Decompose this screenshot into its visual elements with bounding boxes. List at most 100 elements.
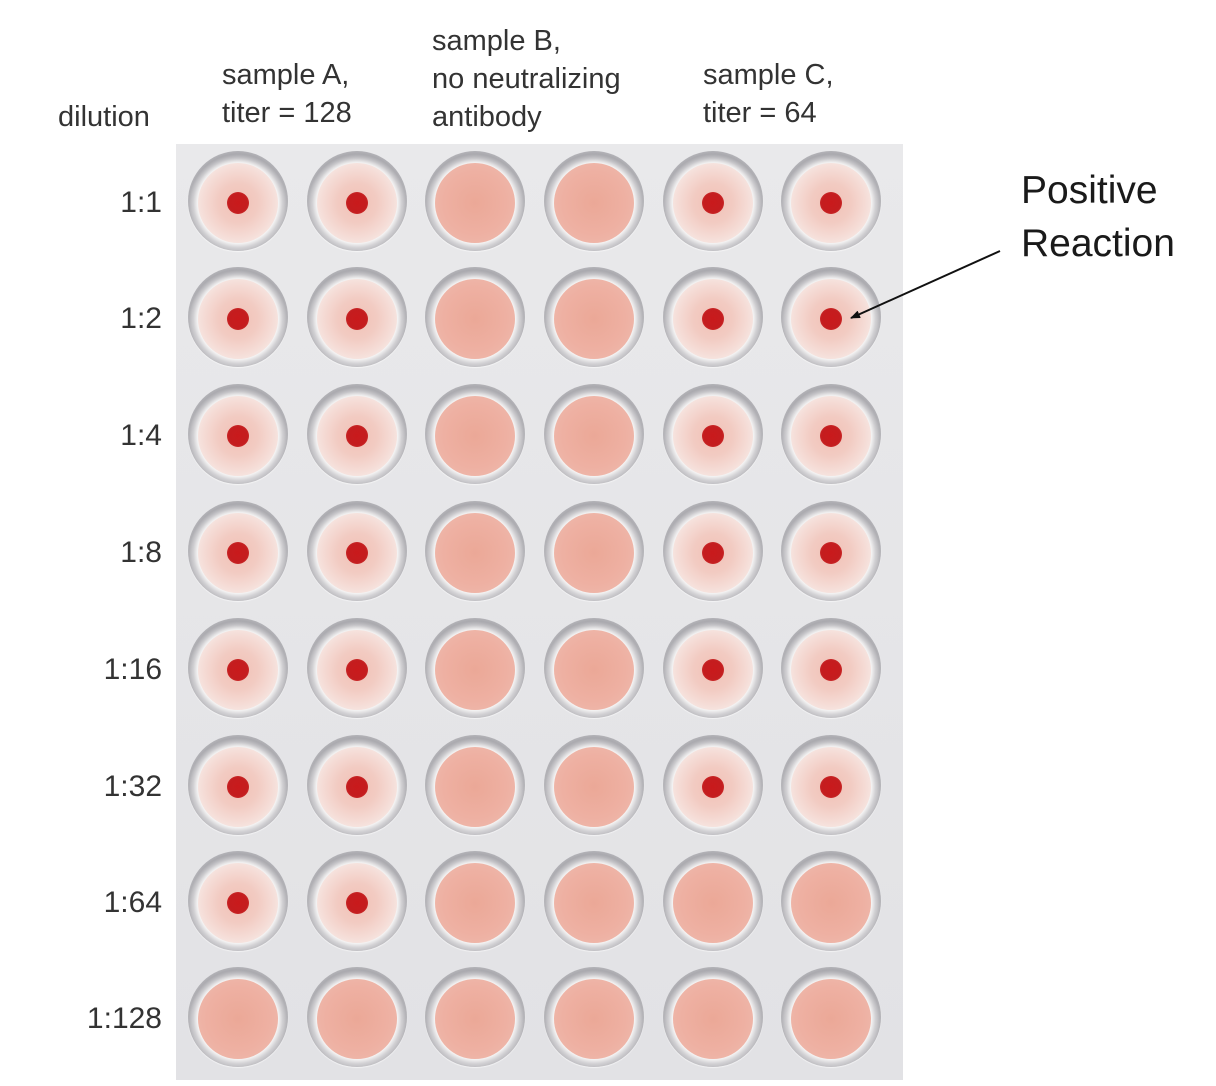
well-diffuse <box>781 851 881 951</box>
well-diffuse <box>425 735 525 835</box>
cell-button-dot <box>702 542 724 564</box>
cell-button-dot <box>346 425 368 447</box>
cell-button-dot <box>227 308 249 330</box>
cell-button-dot <box>346 892 368 914</box>
well-fill <box>791 863 871 943</box>
column-header-sample-b: sample B, no neutralizing antibody <box>432 25 621 133</box>
well-diffuse <box>425 618 525 718</box>
well-button-pellet <box>307 151 407 251</box>
cell-button-dot <box>346 308 368 330</box>
well-button-pellet <box>307 501 407 601</box>
well-diffuse <box>663 851 763 951</box>
well-diffuse <box>425 151 525 251</box>
cell-button-dot <box>820 192 842 214</box>
cell-button-dot <box>820 776 842 798</box>
well-fill <box>198 396 278 476</box>
well-button-pellet <box>781 501 881 601</box>
dilution-label: 1:128 <box>86 1002 162 1035</box>
well-button-pellet <box>781 267 881 367</box>
dilution-label: 1:2 <box>120 302 162 335</box>
cell-button-dot <box>820 542 842 564</box>
cell-button-dot <box>820 425 842 447</box>
well-button-pellet <box>307 618 407 718</box>
well-fill <box>791 163 871 243</box>
well-fill <box>317 979 397 1059</box>
cell-button-dot <box>702 192 724 214</box>
positive-reaction-label: Positive Reaction <box>1021 169 1175 265</box>
well-button-pellet <box>781 735 881 835</box>
well-button-pellet <box>663 151 763 251</box>
well-fill <box>317 279 397 359</box>
well-button-pellet <box>781 384 881 484</box>
well-fill <box>554 513 634 593</box>
well-fill <box>317 630 397 710</box>
dilution-header: dilution <box>58 101 150 133</box>
well-button-pellet <box>781 618 881 718</box>
well-fill <box>317 163 397 243</box>
well-diffuse <box>544 267 644 367</box>
cell-button-dot <box>346 776 368 798</box>
cell-button-dot <box>227 192 249 214</box>
well-fill <box>435 630 515 710</box>
well-fill <box>791 979 871 1059</box>
well-diffuse <box>544 967 644 1067</box>
well-button-pellet <box>188 384 288 484</box>
cell-button-dot <box>702 308 724 330</box>
microtiter-plate <box>176 144 903 1080</box>
well-fill <box>198 747 278 827</box>
column-header-sample-c: sample C, titer = 64 <box>703 59 834 129</box>
well-fill <box>198 863 278 943</box>
well-button-pellet <box>663 735 763 835</box>
dilution-label: 1:64 <box>103 886 162 919</box>
dilution-label: 1:4 <box>120 419 162 452</box>
well-fill <box>791 747 871 827</box>
well-fill <box>791 513 871 593</box>
well-fill <box>554 747 634 827</box>
well-button-pellet <box>188 267 288 367</box>
well-fill <box>673 979 753 1059</box>
cell-button-dot <box>820 659 842 681</box>
well-fill <box>791 630 871 710</box>
well-button-pellet <box>663 501 763 601</box>
well-button-pellet <box>663 267 763 367</box>
well-button-pellet <box>188 151 288 251</box>
well-fill <box>673 513 753 593</box>
well-fill <box>554 163 634 243</box>
well-fill <box>198 279 278 359</box>
well-fill <box>198 513 278 593</box>
cell-button-dot <box>227 542 249 564</box>
cell-button-dot <box>227 892 249 914</box>
well-diffuse <box>425 851 525 951</box>
well-button-pellet <box>307 735 407 835</box>
dilution-label: 1:8 <box>120 536 162 569</box>
well-fill <box>554 630 634 710</box>
well-diffuse <box>425 267 525 367</box>
dilution-label: 1:1 <box>120 186 162 219</box>
well-fill <box>673 279 753 359</box>
well-button-pellet <box>188 851 288 951</box>
well-diffuse <box>544 618 644 718</box>
well-button-pellet <box>781 151 881 251</box>
cell-button-dot <box>227 776 249 798</box>
well-fill <box>198 979 278 1059</box>
well-diffuse <box>425 967 525 1067</box>
well-fill <box>317 863 397 943</box>
well-fill <box>673 630 753 710</box>
well-fill <box>673 396 753 476</box>
cell-button-dot <box>346 542 368 564</box>
column-header-sample-a: sample A, titer = 128 <box>222 59 352 129</box>
well-fill <box>198 630 278 710</box>
well-button-pellet <box>663 384 763 484</box>
well-fill <box>554 979 634 1059</box>
well-fill <box>435 863 515 943</box>
dilution-label: 1:16 <box>103 653 162 686</box>
well-fill <box>317 513 397 593</box>
dilution-label: 1:32 <box>103 770 162 803</box>
well-diffuse <box>544 501 644 601</box>
well-fill <box>673 163 753 243</box>
well-fill <box>791 279 871 359</box>
cell-button-dot <box>227 659 249 681</box>
well-fill <box>435 979 515 1059</box>
well-fill <box>554 279 634 359</box>
well-fill <box>673 863 753 943</box>
